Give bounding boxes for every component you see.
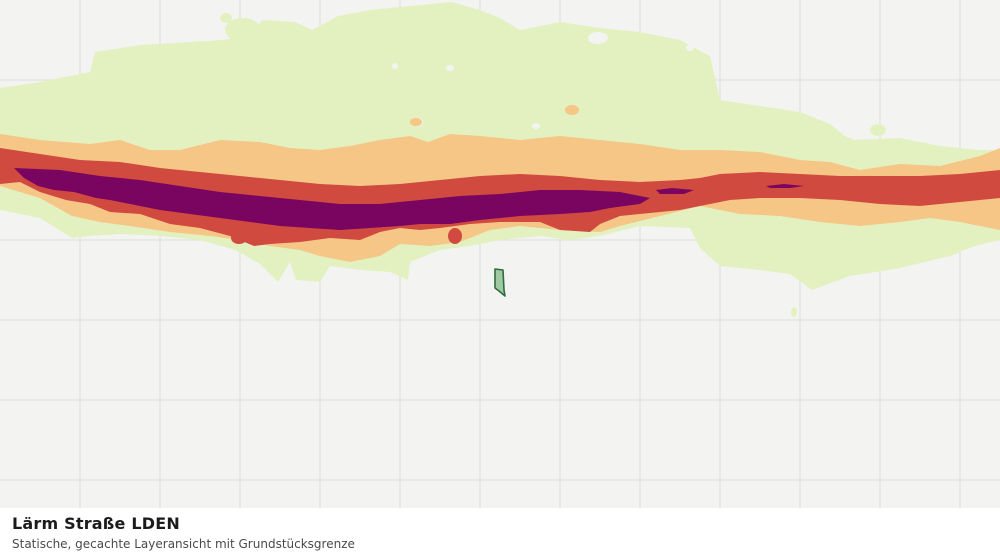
map-caption: Lärm Straße LDEN Statische, gecachte Lay… (0, 508, 1000, 560)
noise-band-high (14, 168, 804, 230)
map-view[interactable] (0, 0, 1000, 508)
parcel-boundary[interactable] (494, 268, 506, 297)
map-canvas (0, 0, 1000, 508)
layer-title: Lärm Straße LDEN (12, 514, 180, 533)
layer-subtitle: Statische, gecachte Layeransicht mit Gru… (12, 537, 355, 551)
